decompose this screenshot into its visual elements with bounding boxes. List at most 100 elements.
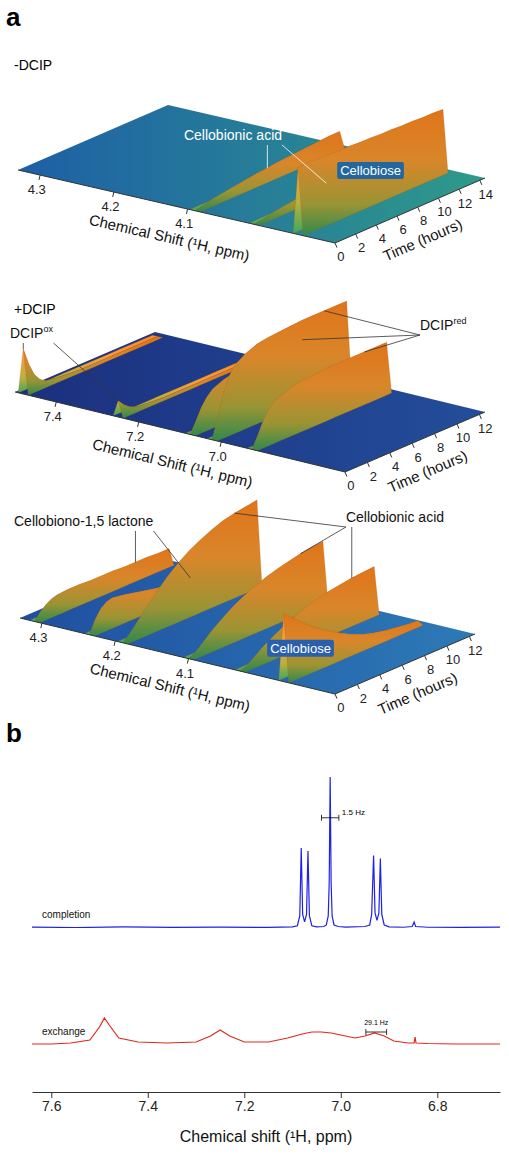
series-label-text: DCIP [10, 325, 43, 341]
y-tick-label: 8 [427, 662, 434, 677]
linewidth-bar [366, 1032, 387, 1033]
y-tick-label: 4 [392, 459, 399, 474]
series-label: Cellobiose [340, 163, 401, 178]
axes: 7.47.27.0024681012Chemical Shift (¹H, pp… [15, 392, 493, 496]
y-tick [345, 472, 347, 477]
x-tick [113, 192, 114, 197]
x-tick-label: 7.0 [209, 449, 227, 464]
y-axis-line [335, 178, 485, 243]
y-tick-label: 4 [379, 231, 386, 246]
y-tick [480, 180, 482, 185]
labels: DCIPoxDCIPred [10, 316, 466, 341]
series-label-text: Cellobionic acid [184, 127, 282, 143]
leader-line [351, 527, 352, 578]
figure: a-DCIP4.34.24.102468101214Chemical Shift… [0, 0, 509, 1160]
y-tick-label: 0 [337, 700, 344, 715]
ridge-right-face [298, 110, 448, 236]
leader-line [282, 145, 326, 183]
y-tick [479, 414, 481, 419]
y-tick-label: 12 [458, 196, 472, 211]
labels: Cellobiono-1,5 lactoneCellobionic acidCe… [14, 509, 444, 657]
x-axis-title: Chemical Shift (¹H, ppm) [87, 211, 251, 264]
linewidth-end [321, 815, 322, 821]
linewidth-bar [321, 817, 338, 818]
spectrum-trace [32, 1018, 500, 1044]
x-axis-line [33, 1092, 501, 1093]
ridges [18, 301, 391, 451]
series-label-text: Cellobiose [270, 641, 331, 656]
y-tick [376, 225, 378, 230]
x-tick: 6.8 [428, 1092, 448, 1114]
y-tick [438, 198, 440, 203]
label-patch [267, 640, 334, 657]
x-tick: 7.0 [332, 1092, 352, 1114]
x-tick-label: 7.0 [332, 1098, 352, 1114]
y-tick [447, 646, 449, 651]
y-tick [380, 675, 382, 680]
series-label: Cellobionic acid [184, 127, 282, 143]
trace-group [32, 777, 500, 928]
x-tick [114, 641, 115, 646]
y-tick-label: 2 [370, 469, 377, 484]
y-tick-label: 10 [456, 430, 470, 445]
y-axis-title: Time (hours) [385, 447, 469, 496]
y-tick-label: 10 [446, 652, 460, 667]
ridge-right-face [240, 567, 379, 673]
x-tick-label: 4.2 [101, 199, 119, 214]
linewidth-label: 1.5 Hz [342, 808, 365, 817]
x-tick [39, 175, 40, 180]
y-tick [335, 694, 337, 699]
x-axis-title: Chemical Shift (¹H, ppm) [88, 659, 252, 714]
series-label-sup: red [453, 316, 466, 326]
y-tick-label: 2 [358, 240, 365, 255]
leader-line [235, 513, 346, 527]
x-tick [55, 402, 56, 407]
y-tick-label: 6 [414, 450, 421, 465]
y-tick [335, 243, 337, 248]
surface-panel: 4.34.24.1024681012Chemical Shift (¹H, pp… [14, 500, 483, 717]
panel-title: -DCIP [14, 57, 52, 73]
x-tick-label: 7.2 [235, 1098, 255, 1114]
leader-line [154, 531, 191, 578]
leader-line [324, 311, 420, 335]
y-tick-label: 2 [360, 691, 367, 706]
leaders [135, 513, 351, 578]
trace-label: completion [42, 909, 90, 920]
series-label: Cellobiose [270, 641, 331, 656]
series-label: DCIPred [420, 316, 466, 333]
series-label-text: DCIP [420, 317, 453, 333]
series-label-sup: ox [43, 324, 53, 334]
x-tick-label: 7.4 [44, 409, 62, 424]
leader-line [364, 335, 420, 352]
leader-line [302, 335, 420, 340]
y-tick-label: 8 [437, 440, 444, 455]
linewidth-label: 29.1 Hz [364, 1019, 389, 1026]
panel-title: +DCIP [14, 301, 56, 317]
y-tick [425, 656, 427, 661]
panel-letter: b [6, 718, 22, 748]
leader-line [23, 343, 24, 349]
y-tick [397, 216, 399, 221]
y-tick-label: 4 [382, 681, 389, 696]
y-tick-label: 12 [468, 643, 482, 658]
y-tick [357, 684, 359, 689]
leaders [267, 145, 326, 183]
y-axis-title: Time (hours) [375, 669, 459, 718]
y-tick [356, 234, 358, 239]
surface-panel: a-DCIP4.34.24.102468101214Chemical Shift… [6, 2, 493, 264]
panel-letter: a [6, 2, 21, 32]
y-tick-label: 6 [404, 672, 411, 687]
y-tick [459, 189, 461, 194]
y-tick [412, 443, 414, 448]
y-tick-label: 10 [437, 204, 451, 219]
y-tick-label: 0 [347, 478, 354, 493]
x-tick: 7.2 [235, 1092, 255, 1114]
leader-line [267, 145, 268, 168]
series-label: DCIPox [10, 324, 53, 341]
x-axis-title: Chemical Shift (¹H, ppm) [91, 435, 255, 490]
x-tick: 7.4 [139, 1092, 159, 1114]
x-tick-label: 7.6 [42, 1098, 62, 1114]
x-tick: 7.6 [42, 1092, 62, 1114]
linewidth-end [338, 815, 339, 821]
leader-line [300, 527, 345, 554]
